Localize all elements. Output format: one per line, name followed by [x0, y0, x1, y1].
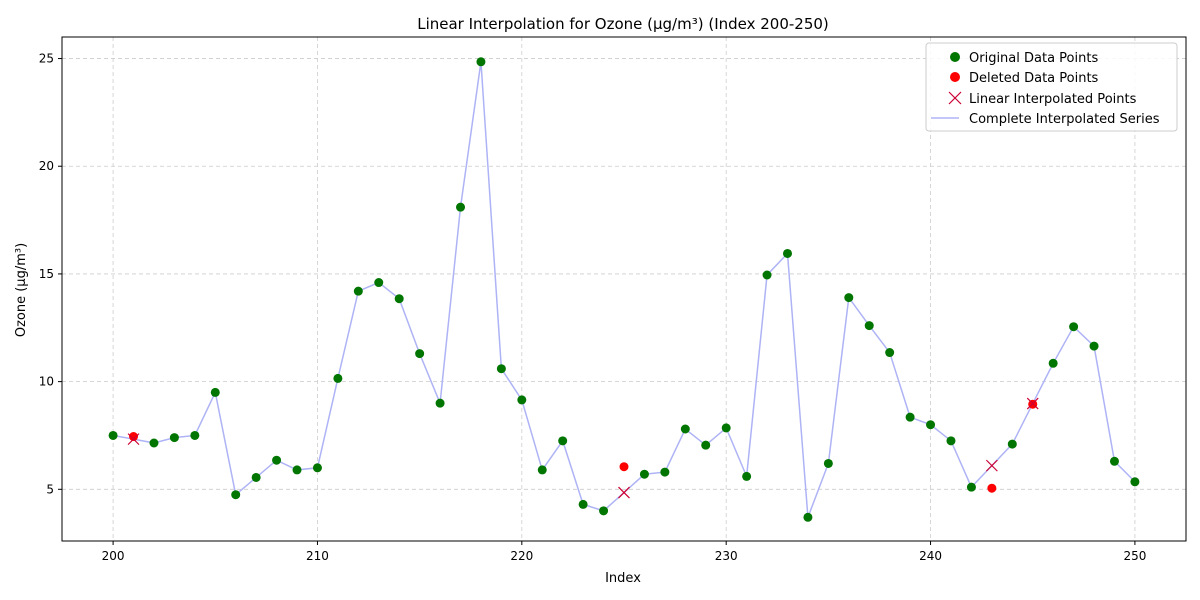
- original-data-point: [558, 436, 568, 446]
- legend-label-deleted: Deleted Data Points: [969, 71, 1099, 86]
- deleted-data-point: [987, 483, 997, 493]
- interpolated-point-stroke: [985, 459, 998, 472]
- original-data-point: [803, 512, 813, 522]
- original-data-point: [844, 293, 854, 303]
- x-axis-label: Index: [605, 571, 641, 586]
- legend: Original Data Points Deleted Data Points…: [925, 42, 1178, 132]
- original-data-point: [1130, 477, 1140, 487]
- original-data-point: [1069, 322, 1079, 332]
- original-data-point: [680, 424, 690, 434]
- original-data-point: [312, 463, 322, 473]
- original-data-point: [210, 387, 220, 397]
- original-data-point: [435, 398, 445, 408]
- legend-label-original: Original Data Points: [969, 51, 1098, 66]
- original-data-point: [456, 202, 466, 212]
- original-data-point: [639, 469, 649, 479]
- original-data-point: [742, 471, 752, 481]
- original-data-point: [966, 482, 976, 492]
- legend-label-interpolated: Linear Interpolated Points: [969, 92, 1137, 107]
- original-data-point: [394, 294, 404, 304]
- original-data-point: [578, 499, 588, 509]
- original-data-point: [190, 430, 200, 440]
- original-data-point: [169, 433, 179, 443]
- original-data-point: [251, 472, 261, 482]
- interpolated-point-stroke: [618, 486, 630, 499]
- y-tick-label: 5: [46, 482, 54, 496]
- original-data-point: [537, 465, 547, 475]
- series-points: [108, 57, 1140, 522]
- original-data-point: [1007, 439, 1017, 449]
- y-tick-label: 10: [39, 375, 54, 389]
- legend-box: [925, 42, 1178, 132]
- original-data-point: [946, 436, 956, 446]
- original-data-point: [374, 278, 384, 288]
- interpolated-point: [127, 433, 140, 446]
- original-data-point: [476, 57, 486, 67]
- axis-ticks: 200 210 220 230 240 250 5 10 15 20 25: [39, 52, 1147, 563]
- original-data-point: [864, 321, 874, 331]
- x-tick-label: 210: [306, 549, 329, 563]
- original-data-point: [1048, 358, 1058, 368]
- legend-marker-interpolated: [948, 91, 962, 105]
- interpolated-point-stroke: [127, 433, 140, 446]
- original-data-point: [496, 364, 506, 374]
- original-data-point: [272, 455, 282, 465]
- original-data-point: [660, 467, 670, 477]
- original-data-point: [415, 349, 425, 359]
- original-data-point: [905, 412, 915, 422]
- original-data-point: [333, 373, 343, 383]
- original-data-point: [108, 430, 118, 440]
- original-data-point: [231, 490, 241, 500]
- original-data-point: [353, 286, 363, 296]
- interpolated-point: [985, 459, 998, 472]
- x-tick-label: 200: [102, 549, 125, 563]
- x-tick-label: 240: [919, 549, 942, 563]
- legend-label-complete-series: Complete Interpolated Series: [969, 112, 1160, 127]
- original-data-point: [599, 506, 609, 516]
- interpolated-point-stroke: [1026, 397, 1039, 410]
- original-data-point: [926, 420, 936, 430]
- deleted-data-point: [619, 462, 629, 472]
- original-data-point: [782, 248, 792, 258]
- y-tick-label: 15: [39, 267, 54, 281]
- original-data-point: [721, 423, 731, 433]
- original-data-point: [701, 440, 711, 450]
- deleted-data-point: [129, 432, 139, 442]
- original-data-point: [1109, 456, 1119, 466]
- interpolated-point: [1026, 397, 1039, 410]
- original-data-point: [885, 348, 895, 358]
- chart-title: Linear Interpolation for Ozone (µg/m³) (…: [417, 15, 829, 33]
- x-tick-label: 220: [510, 549, 533, 563]
- y-axis-label: Ozone (µg/m³): [14, 243, 29, 337]
- legend-marker-original: [950, 52, 960, 62]
- original-data-point: [149, 438, 159, 448]
- original-data-point: [517, 395, 527, 405]
- original-data-point: [762, 270, 772, 280]
- original-data-point: [292, 465, 302, 475]
- y-tick-label: 20: [39, 159, 54, 173]
- x-tick-label: 250: [1123, 549, 1146, 563]
- original-data-point: [823, 458, 833, 468]
- original-data-point: [1089, 341, 1099, 351]
- interpolated-point: [618, 486, 630, 499]
- legend-marker-deleted: [950, 72, 960, 82]
- plot-frame: [61, 36, 1187, 542]
- y-tick-label: 25: [39, 52, 54, 66]
- x-tick-label: 230: [715, 549, 738, 563]
